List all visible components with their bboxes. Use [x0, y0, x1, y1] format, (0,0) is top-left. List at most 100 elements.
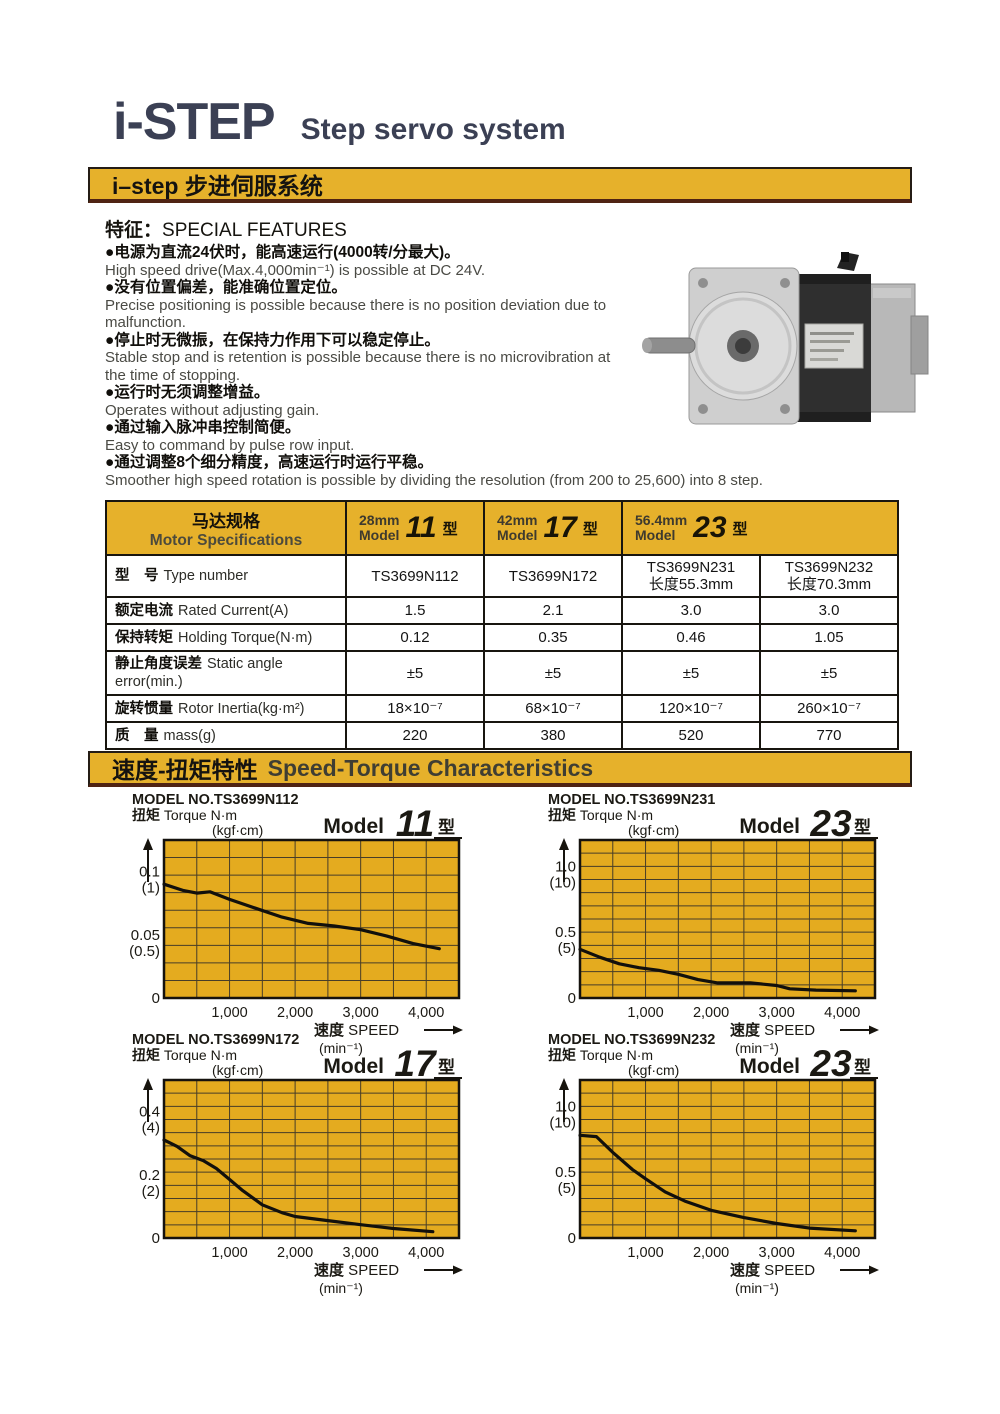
chart-model-word: Model — [323, 1055, 384, 1078]
y-tick-label: 0.2 — [139, 1167, 160, 1184]
feature-text-zh: ●停止时无微振，在保持力作用下可以稳定停止。 — [105, 331, 440, 349]
feature-item: ●电源为直流24伏时，能高速运行(4000转/分最大)。 High speed d… — [105, 244, 937, 279]
chart-y-axis-title: 扭矩 Torque N·m — [548, 1047, 653, 1063]
y-tick-label: 0 — [568, 1230, 576, 1247]
x-tick-label: 3,000 — [759, 1005, 795, 1021]
spec-cell: 260×10⁻⁷ — [758, 694, 900, 723]
speed-torque-heading-en: Speed-Torque Characteristics — [267, 754, 594, 781]
section-banner-istep: i–step 步进伺服系统 — [88, 167, 912, 203]
feature-text-en: Smoother high speed rotation is possible… — [105, 471, 763, 489]
spec-row-label: 质 量 mass(g) — [105, 721, 347, 750]
torque-chart-ts3699n232: MODEL NO.TS3699N232 扭矩 Torque N·m (kgf·cm)… — [532, 1028, 932, 1298]
y-tick-sublabel: (5) — [558, 940, 576, 957]
torque-chart-ts3699n172: MODEL NO.TS3699N172 扭矩 Torque N·m (kgf·cm)… — [116, 1028, 516, 1298]
stepper-motor-illustration — [642, 252, 929, 425]
spec-cell: 520 — [621, 721, 761, 750]
spec-row: 额定电流 Rated Current(A) 1.5 2.1 3.0 3.0 — [105, 596, 900, 625]
x-axis-title: 速度 SPEED — [314, 1021, 399, 1039]
page-header: i-STEP Step servo system — [113, 92, 566, 152]
feature-text-en: Precise positioning is possible because … — [105, 296, 607, 332]
x-tick-label: 2,000 — [693, 1005, 729, 1021]
feature-item: ●没有位置偏差，能准确位置定位。 Precise positioning is p… — [105, 279, 937, 332]
chart-model-number: 23 — [809, 1043, 852, 1084]
spec-header-label-en: Motor Specifications — [149, 531, 303, 549]
spec-cell: 3.0 — [621, 596, 761, 625]
spec-cell: 0.35 — [483, 623, 623, 652]
chart-y-axis-unit: (kgf·cm) — [212, 1062, 263, 1078]
torque-chart-ts3699n112: MODEL NO.TS3699N112 扭矩 Torque N·m (kgf·cm)… — [116, 788, 516, 1058]
spec-header-row: 马达规格 Motor Specifications 28mm Model 11 型… — [105, 500, 900, 556]
spec-row-label: 型 号 Type number — [105, 554, 347, 598]
feature-text-zh: ●没有位置偏差，能准确位置定位。 — [105, 279, 347, 296]
torque-curve — [162, 882, 441, 951]
spec-cell: TS3699N231 长度55.3mm — [621, 554, 761, 598]
spec-row-label: 静止角度误差 Static angle error(min.) — [105, 650, 347, 696]
chart-model-suffix: 型 — [438, 817, 455, 837]
spec-row-label: 额定电流 Rated Current(A) — [105, 596, 347, 625]
torque-curve — [578, 947, 857, 993]
x-axis-title: 速度 SPEED — [730, 1021, 815, 1039]
y-tick-label: 0.5 — [555, 1164, 576, 1181]
y-tick-sublabel: (2) — [142, 1183, 160, 1200]
chart-y-axis-title: 扭矩 Torque N·m — [548, 807, 653, 823]
spec-row: 静止角度误差 Static angle error(min.) ±5 ±5 ±5 ±5 — [105, 650, 900, 696]
spec-header-model-17: 42mm Model 17 型 — [483, 500, 623, 556]
chart-model-no: MODEL NO.TS3699N232 — [548, 1032, 715, 1048]
chart-model-suffix: 型 — [854, 817, 871, 837]
x-tick-label: 4,000 — [824, 1245, 860, 1261]
y-tick-label: 0.4 — [139, 1104, 160, 1121]
spec-row: 质 量 mass(g) 220 380 520 770 — [105, 721, 900, 750]
feature-text-zh: ●电源为直流24伏时，能高速运行(4000转/分最大)。 — [105, 244, 460, 261]
spec-cell: 770 — [758, 721, 900, 750]
feature-item: ●停止时无微振，在保持力作用下可以稳定停止。 Stable stop and is… — [105, 332, 937, 385]
torque-curve — [578, 1133, 857, 1233]
motor-product-photo — [637, 246, 937, 442]
feature-text-en: Stable stop and is retention is possible… — [105, 349, 611, 384]
chart-model-word: Model — [323, 815, 384, 838]
feature-item: ●通过调整8个细分精度，高速运行时运行平稳。 Smoother high spee… — [105, 454, 937, 489]
chart-model-word: Model — [739, 1055, 800, 1078]
spec-cell: 220 — [345, 721, 485, 750]
chart-model-number: 17 — [394, 1043, 438, 1084]
x-axis-unit: (min⁻¹) — [735, 1040, 779, 1056]
spec-cell: ±5 — [621, 650, 761, 696]
spec-header-model-11: 28mm Model 11 型 — [345, 500, 485, 556]
feature-text-en: Easy to command by pulse row input. — [105, 436, 355, 454]
product-subtitle: Step servo system — [300, 113, 566, 146]
banner-istep-label: i–step 步进伺服系统 — [112, 173, 323, 199]
x-tick-label: 4,000 — [408, 1005, 444, 1021]
feature-text-zh: ●通过输入脉冲串控制简便。 — [105, 419, 301, 436]
chart-model-suffix: 型 — [438, 1057, 455, 1077]
y-tick-label: 1.0 — [555, 1098, 576, 1115]
spec-row: 型 号 Type number TS3699N112 TS3699N172 TS3699… — [105, 554, 900, 598]
y-tick-sublabel: (10) — [549, 1114, 576, 1131]
y-tick-sublabel: (0.5) — [129, 943, 160, 960]
x-tick-label: 3,000 — [343, 1005, 379, 1021]
y-tick-sublabel: (10) — [549, 874, 576, 891]
feature-text-zh: ●运行时无须调整增益。 — [105, 384, 270, 401]
spec-header-model-23: 56.4mm Model 23 型 — [620, 500, 900, 556]
product-title: i-STEP — [113, 93, 276, 151]
y-tick-label: 0 — [152, 1230, 160, 1247]
chart-model-suffix: 型 — [854, 1057, 871, 1077]
spec-header-label-zh: 马达规格 — [192, 511, 260, 531]
spec-cell: 120×10⁻⁷ — [621, 694, 761, 723]
x-tick-label: 4,000 — [824, 1005, 860, 1021]
chart-y-axis-unit: (kgf·cm) — [628, 1062, 679, 1078]
feature-item: ●运行时无须调整增益。 Operates without adjusting ga… — [105, 384, 937, 419]
spec-cell: 2.1 — [483, 596, 623, 625]
x-tick-label: 1,000 — [627, 1005, 663, 1021]
chart-model-no: MODEL NO.TS3699N172 — [132, 1032, 299, 1048]
y-tick-label: 0.05 — [131, 927, 160, 944]
spec-cell: ±5 — [758, 650, 900, 696]
x-tick-label: 3,000 — [343, 1245, 379, 1261]
spec-cell: TS3699N232 长度70.3mm — [758, 554, 900, 598]
spec-cell: 380 — [483, 721, 623, 750]
chart-model-word: Model — [739, 815, 800, 838]
y-tick-label: 0.1 — [139, 864, 160, 881]
chart-model-no: MODEL NO.TS3699N231 — [548, 792, 715, 808]
